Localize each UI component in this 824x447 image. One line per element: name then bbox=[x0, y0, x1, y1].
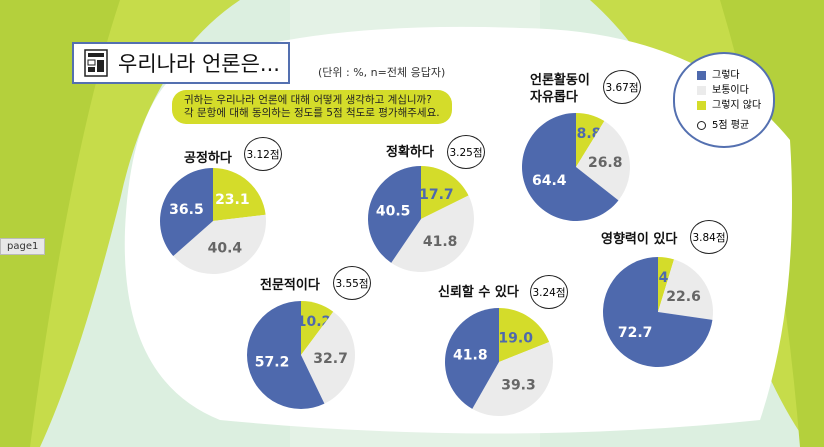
slice-disagree bbox=[213, 168, 266, 221]
page-tag[interactable]: page1 bbox=[0, 238, 46, 255]
data-label: 41.8 bbox=[423, 234, 458, 250]
data-label: 36.5 bbox=[169, 202, 204, 218]
data-label: 23.1 bbox=[215, 192, 250, 208]
slice-disagree bbox=[301, 301, 334, 355]
legend: 그렇다 보통이다 그렇지 않다 5점 평균 bbox=[673, 52, 775, 148]
slice-neutral bbox=[301, 311, 355, 404]
legend-label: 그렇지 않다 bbox=[712, 100, 762, 111]
data-label: 64.4 bbox=[532, 173, 567, 189]
pie-title: 전문적이다 bbox=[260, 278, 320, 293]
slice-disagree bbox=[421, 166, 469, 219]
slice-neutral bbox=[173, 214, 266, 275]
slice-agree bbox=[160, 168, 213, 257]
legend-neutral: 보통이다 bbox=[697, 83, 773, 98]
score-badge: 3.12점 bbox=[244, 137, 282, 171]
question-line-2: 각 문항에 대해 동의하는 정도를 5점 척도로 평가해주세요. bbox=[184, 107, 440, 119]
slice-disagree bbox=[658, 257, 675, 312]
title-box: 우리나라 언론은... bbox=[72, 42, 290, 84]
slice-neutral bbox=[472, 342, 554, 417]
score-badge: 3.25점 bbox=[447, 135, 485, 169]
data-label: 39.3 bbox=[501, 377, 536, 393]
pie-title: 공정하다 bbox=[184, 151, 232, 166]
newspaper-icon bbox=[84, 49, 108, 77]
unit-note: (단위 : %, n=전체 응답자) bbox=[318, 66, 446, 79]
slice-agree bbox=[445, 308, 499, 409]
slice-agree bbox=[602, 257, 713, 367]
slice-agree bbox=[521, 113, 619, 222]
score-badge: 3.84점 bbox=[690, 220, 728, 254]
data-label: 41.8 bbox=[453, 347, 488, 363]
legend-label: 보통이다 bbox=[712, 85, 749, 96]
slice-disagree bbox=[499, 307, 550, 362]
data-label: 32.7 bbox=[313, 351, 348, 367]
data-label: 57.2 bbox=[255, 355, 290, 371]
pie-title-line: 자유롭다 bbox=[530, 90, 578, 105]
pie-title: 신뢰할 수 있다 bbox=[438, 285, 519, 300]
slice-agree bbox=[246, 301, 325, 409]
legend-label: 5점 평균 bbox=[712, 120, 750, 131]
question-line-1: 귀하는 우리나라 언론에 대해 어떻게 생각하고 계십니까? bbox=[184, 94, 432, 106]
score-badge: 3.67점 bbox=[603, 70, 641, 104]
pie-title: 영향력이 있다 bbox=[601, 232, 678, 247]
legend-avg: 5점 평균 bbox=[697, 118, 773, 133]
slice-disagree bbox=[576, 113, 605, 167]
slice-neutral bbox=[391, 195, 475, 272]
legend-label: 그렇다 bbox=[712, 70, 740, 81]
pie-title: 정확하다 bbox=[386, 145, 434, 160]
slice-neutral bbox=[576, 121, 631, 201]
slice-neutral bbox=[658, 259, 713, 320]
data-label: 19.0 bbox=[498, 330, 533, 346]
page-title: 우리나라 언론은... bbox=[118, 52, 280, 76]
data-label: 72.7 bbox=[618, 325, 653, 341]
legend-agree: 그렇다 bbox=[697, 68, 773, 83]
score-badge: 3.24점 bbox=[530, 275, 568, 309]
data-label: 26.8 bbox=[588, 155, 623, 171]
pie-title-line: 언론활동이 bbox=[530, 73, 590, 88]
data-label: 22.6 bbox=[666, 289, 701, 305]
data-label: 40.5 bbox=[376, 203, 411, 219]
slice-agree bbox=[368, 165, 421, 263]
question-bubble: 귀하는 우리나라 언론에 대해 어떻게 생각하고 계십니까? 각 문항에 대해 … bbox=[172, 90, 452, 124]
legend-disagree: 그렇지 않다 bbox=[697, 98, 773, 113]
data-label: 40.4 bbox=[208, 241, 243, 257]
data-label: 17.7 bbox=[419, 187, 454, 203]
score-badge: 3.55점 bbox=[333, 266, 371, 300]
